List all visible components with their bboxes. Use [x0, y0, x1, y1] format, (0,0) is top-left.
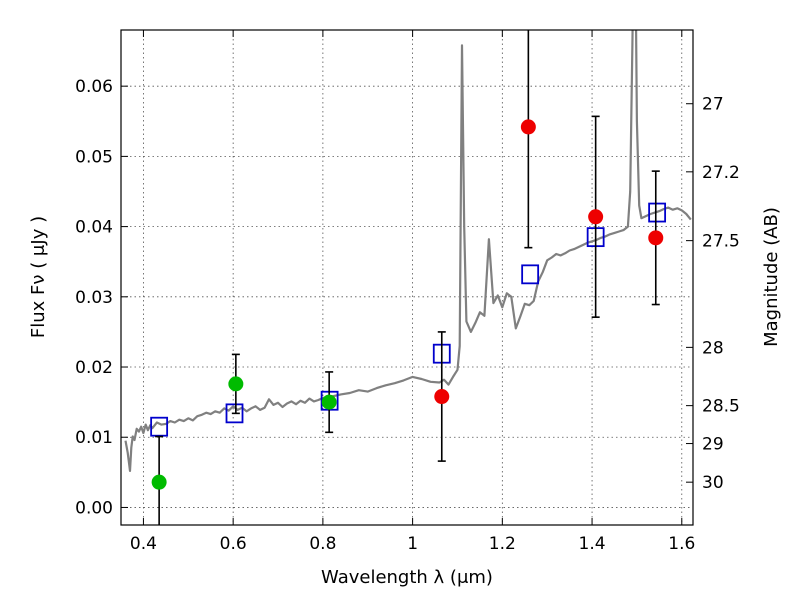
y-tick-label: 0.06: [75, 77, 113, 97]
observed-flux-point: [151, 474, 167, 490]
x-tick-label: 0.8: [309, 534, 336, 554]
grid-lines: [121, 30, 693, 525]
y-axis-label: Flux Fν ( μJy ): [28, 216, 49, 338]
y-tick-label: 0.01: [75, 428, 113, 448]
x-tick-label: 1: [407, 534, 418, 554]
y-tick-label: 0.03: [75, 288, 113, 308]
observed-flux-point: [321, 394, 337, 410]
y-tick-label: 0.02: [75, 358, 113, 378]
y2-tick-label: 27.5: [702, 232, 740, 252]
observed-flux-point: [648, 230, 664, 246]
y-tick-label: 0.00: [75, 498, 113, 518]
axis-ticks: [121, 30, 693, 525]
x-tick-label: 1.4: [579, 534, 606, 554]
model-flux-box: [648, 202, 667, 223]
observed-flux-point: [434, 389, 450, 405]
y-tick-label: 0.05: [75, 147, 113, 167]
observed-flux-point: [520, 119, 536, 135]
x-tick-label: 1.2: [489, 534, 516, 554]
axis-tick-labels: 0.4 0.6 0.8 1 1.2 1.4 1.6 0.00 0.01 0.02 0.03 0.04 0…: [75, 77, 740, 554]
x-tick-label: 0.4: [130, 534, 157, 554]
y2-tick-label: 27: [702, 95, 724, 115]
plot-frame: [120, 29, 694, 526]
observed-flux-point: [588, 209, 604, 225]
x-axis-label: Wavelength λ (μm): [321, 567, 493, 588]
y2-axis-label: Magnitude (AB): [761, 207, 782, 347]
data-layer: [124, 30, 692, 525]
x-tick-label: 0.6: [220, 534, 247, 554]
model-flux-box: [150, 416, 169, 437]
sed-model-line: [124, 30, 692, 472]
plot-background: [121, 30, 693, 525]
y-tick-label: 0.04: [75, 218, 113, 238]
y2-tick-label: 30: [702, 473, 724, 493]
y2-tick-label: 27.2: [702, 163, 740, 183]
observed-flux-point: [228, 376, 244, 392]
y2-tick-label: 28.5: [702, 397, 740, 417]
model-flux-box: [225, 403, 244, 424]
y2-tick-label: 29: [702, 435, 724, 455]
model-flux-box: [521, 264, 540, 285]
x-tick-label: 1.6: [668, 534, 695, 554]
y2-tick-label: 28: [702, 338, 724, 358]
